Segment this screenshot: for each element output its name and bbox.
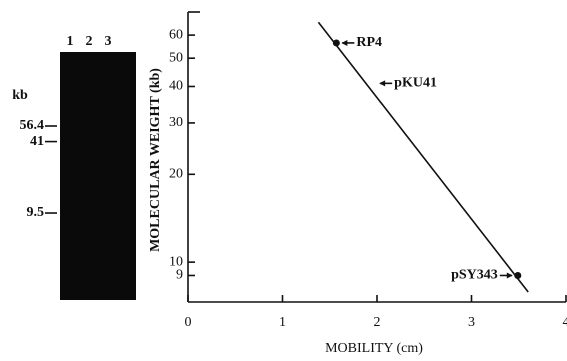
y-tick-label: 20	[169, 167, 183, 182]
arrow-head	[507, 272, 513, 278]
y-tick-label: 10	[169, 254, 183, 269]
x-tick-label: 2	[374, 315, 381, 330]
y-axis-label: MOLECULAR WEIGHT (kb)	[148, 68, 163, 252]
point	[333, 39, 340, 46]
lane-label: 1	[67, 34, 74, 49]
marker-label: 41	[30, 134, 44, 149]
arrow-head	[379, 80, 385, 86]
arrow-head	[341, 40, 347, 46]
y-tick-label: 40	[169, 79, 183, 94]
marker-label: 9.5	[27, 205, 45, 220]
gel-image	[60, 52, 136, 300]
lane-label: 2	[86, 34, 93, 49]
point-label: pKU41	[394, 76, 437, 91]
x-tick-label: 1	[279, 315, 286, 330]
point-label: pSY343	[451, 268, 498, 283]
lane-label: 3	[105, 34, 112, 49]
y-tick-label: 60	[169, 27, 183, 42]
x-tick-label: 0	[185, 315, 192, 330]
marker-label: 56.4	[20, 118, 45, 133]
y-tick-label: 50	[169, 50, 183, 65]
point	[514, 272, 521, 279]
y-tick-label: 9	[176, 268, 183, 283]
gel-unit: kb	[12, 88, 28, 103]
y-tick-label: 30	[169, 115, 183, 130]
x-tick-label: 3	[468, 315, 475, 330]
x-tick-label: 4	[563, 315, 567, 330]
point-label: RP4	[356, 35, 382, 50]
x-axis-label: MOBILITY (cm)	[325, 341, 423, 356]
fit-line	[318, 22, 528, 292]
figure: kb MOBILITY (cm) MOLECULAR WEIGHT (kb) 1…	[0, 0, 567, 361]
